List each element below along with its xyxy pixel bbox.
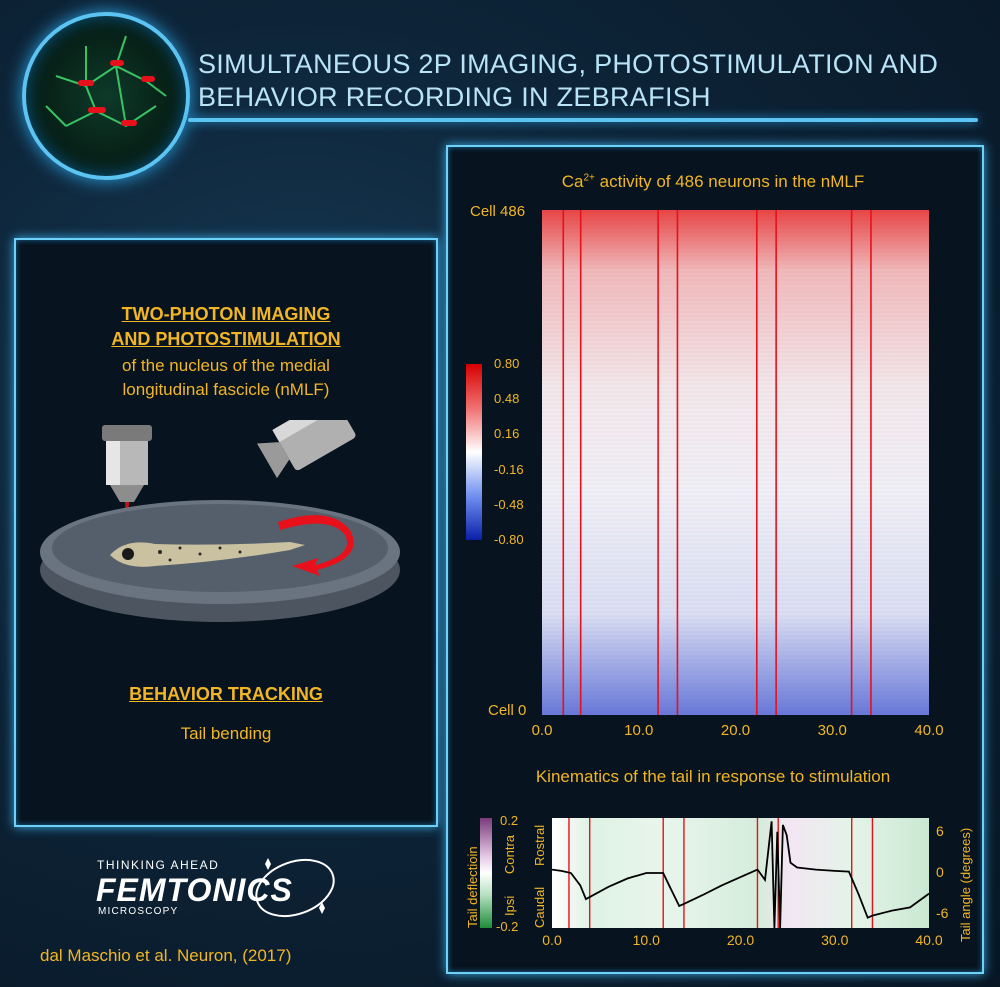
heatmap-title-superscript: 2+ xyxy=(583,172,595,184)
colorbar-tick: -0.16 xyxy=(494,461,524,477)
kinematics-title: Kinematics of the tail in response to st… xyxy=(535,767,891,786)
logo-tagline: THINKING AHEAD xyxy=(97,858,220,872)
neuron-illustration xyxy=(22,12,190,180)
colorbar-tick: -0.80 xyxy=(494,532,524,547)
kin-ipsi-label: Ipsi xyxy=(502,895,517,916)
two-photon-title: TWO-PHOTON IMAGING AND PHOTOSTIMULATION xyxy=(14,302,438,352)
colorbar-tick: 0.48 xyxy=(494,391,520,407)
heatmap-x-tick: 40.0 xyxy=(914,722,944,739)
kin-cbar-bottom-tick: -0.2 xyxy=(496,919,519,934)
logo-subtitle: MICROSCOPY xyxy=(98,906,179,917)
kin-cbar-label: Tail deflectioin xyxy=(465,846,480,928)
colorbar-tick: 0.16 xyxy=(494,426,520,442)
logo-orbit-icon xyxy=(255,858,335,918)
heatmap-x-tick: 10.0 xyxy=(624,722,654,739)
heatmap-x-tick: 30.0 xyxy=(817,722,847,739)
two-photon-title-line-1: TWO-PHOTON IMAGING xyxy=(121,304,331,324)
tail-angle-series xyxy=(552,821,929,928)
citation: dal Maschio et al. Neuron, (2017) xyxy=(40,946,292,965)
colorbar-tick: 0.80 xyxy=(494,356,520,371)
kinematics-colorbar xyxy=(480,818,492,928)
heatmap-colorbar xyxy=(466,364,482,540)
kin-right-tick: -6 xyxy=(936,905,949,922)
heatmap-x-tick: 20.0 xyxy=(720,722,751,739)
heatmap-x-tick: 0.0 xyxy=(531,722,553,739)
kinematics-svg xyxy=(552,818,929,928)
kin-rostral-label: Rostral xyxy=(532,824,547,866)
kinematics-background xyxy=(552,818,929,928)
kin-right-tick: 6 xyxy=(936,822,944,839)
petri-dish-icon xyxy=(40,500,400,622)
kin-cbar-top-tick: 0.2 xyxy=(500,813,519,828)
two-photon-description: of the nucleus of the medial longitudina… xyxy=(14,354,438,402)
kinematics-plot xyxy=(552,818,929,928)
two-photon-description-line-2: longitudinal fascicle (nMLF) xyxy=(122,380,330,399)
behavior-tracking-description: Tail bending xyxy=(180,724,272,743)
logo-name: FEMTONICS xyxy=(96,872,293,908)
heatmap-y-bottom-label: Cell 0 xyxy=(488,702,527,719)
kin-right-axis-label: Tail angle (degrees) xyxy=(958,827,973,942)
camera-icon xyxy=(257,420,356,479)
behavior-tracking-title: BEHAVIOR TRACKING xyxy=(129,684,323,704)
title-underline xyxy=(188,118,978,122)
heatmap-stim-lines xyxy=(562,210,872,715)
kin-x-tick: 40.0 xyxy=(915,932,943,948)
two-photon-title-line-2: AND PHOTOSTIMULATION xyxy=(111,329,341,349)
page-title: SIMULTANEOUS 2P IMAGING, PHOTOSTIMULATIO… xyxy=(198,49,939,112)
heatmap-title: Ca2+ activity of 486 neurons in the nMLF xyxy=(446,172,980,192)
two-photon-description-line-1: of the nucleus of the medial xyxy=(122,356,330,375)
calcium-heatmap xyxy=(542,210,929,715)
tail-bend-arrow-icon xyxy=(278,515,354,576)
heatmap-title-prefix: Ca xyxy=(561,172,584,191)
kin-x-tick: 10.0 xyxy=(632,932,660,948)
kin-x-tick: 30.0 xyxy=(821,932,849,948)
kin-x-tick: 0.0 xyxy=(542,932,562,948)
zebrafish-larva-icon xyxy=(110,542,305,567)
kin-contra-label: Contra xyxy=(502,834,517,874)
experiment-setup-illustration xyxy=(40,420,400,622)
heatmap-title-text: activity of 486 neurons in the nMLF xyxy=(599,172,865,191)
kin-right-tick: 0 xyxy=(936,864,944,880)
kin-caudal-label: Caudal xyxy=(532,886,547,928)
kin-x-tick: 20.0 xyxy=(726,932,755,948)
colorbar-tick: -0.48 xyxy=(494,496,524,512)
heatmap-y-top-label: Cell 486 xyxy=(470,203,526,220)
